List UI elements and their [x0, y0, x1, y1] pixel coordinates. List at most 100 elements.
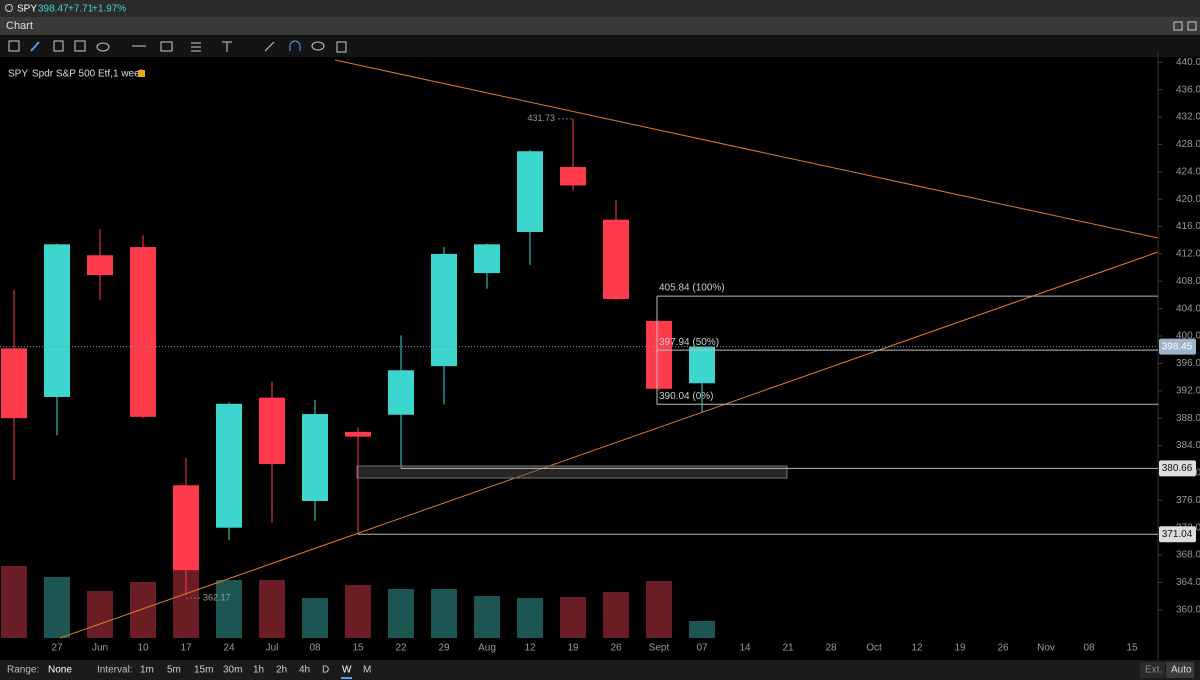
volume-bar: [130, 582, 156, 638]
candle-body: [259, 397, 285, 465]
trendline: [334, 59, 1159, 239]
volume-bar: [259, 580, 285, 638]
ext-btn[interactable]: [1140, 662, 1165, 678]
volume-bar: [474, 596, 500, 638]
range-value[interactable]: None: [48, 665, 72, 676]
auto-btn[interactable]: [1166, 662, 1194, 678]
candle-body: [517, 151, 543, 233]
y-tick-label: 388.00: [1176, 413, 1200, 424]
x-tick-label: 24: [223, 643, 235, 654]
interval[interactable]: W: [342, 665, 352, 676]
y-tick-label: 416.00: [1176, 221, 1200, 232]
volume-bar: [431, 589, 457, 638]
candle-body: [173, 485, 199, 571]
interval[interactable]: D: [322, 665, 329, 676]
tool[interactable]: [53, 40, 64, 52]
x-tick-label: 12: [911, 643, 923, 654]
y-tick-label: 376.00: [1176, 495, 1200, 506]
price-tag-label: 371.04: [1162, 529, 1193, 540]
interval[interactable]: 5m: [167, 665, 181, 676]
volume-bar: [216, 580, 242, 638]
y-tick-label: 420.00: [1176, 194, 1200, 205]
symbol[interactable]: SPY: [17, 4, 37, 15]
interval[interactable]: 30m: [223, 665, 242, 676]
x-tick-label: Jun: [92, 643, 108, 654]
window-btn[interactable]: [1173, 21, 1183, 31]
tool[interactable]: [30, 41, 40, 52]
change: +7.71: [68, 4, 94, 15]
tool[interactable]: [289, 40, 301, 51]
candle-body: [603, 219, 629, 300]
candle-body: [646, 320, 672, 389]
price-tag: [1159, 460, 1196, 477]
zone: [356, 465, 788, 479]
price-tag-label: 380.66: [1162, 463, 1193, 474]
bottom-bar: [0, 660, 1200, 680]
x-tick-label: 10: [137, 643, 149, 654]
interval[interactable]: 15m: [194, 665, 213, 676]
y-tick-label: 436.00: [1176, 84, 1200, 95]
y-tick-label: 404.00: [1176, 303, 1200, 314]
x-tick-label: Nov: [1037, 643, 1055, 654]
tool[interactable]: [222, 41, 232, 52]
window-btn[interactable]: [1187, 21, 1197, 31]
volume-bar: [560, 597, 586, 638]
tool[interactable]: [264, 41, 275, 52]
y-tick-label: 364.00: [1176, 577, 1200, 588]
legend-icon: [138, 70, 145, 77]
fib-label: 397.94 (50%): [659, 337, 719, 348]
quote-bar: [0, 0, 1200, 17]
x-tick-label: Oct: [866, 643, 882, 654]
tool[interactable]: [160, 41, 173, 52]
volume-bar: [388, 589, 414, 638]
volume-bar: [302, 598, 328, 638]
tool[interactable]: [8, 40, 20, 52]
candle-body: [1, 348, 27, 419]
x-tick-label: Jul: [266, 643, 279, 654]
x-tick-label: 08: [1083, 643, 1095, 654]
x-tick-label: Aug: [478, 643, 496, 654]
ext[interactable]: Ext.: [1145, 665, 1162, 676]
tool[interactable]: [191, 42, 201, 52]
tool[interactable]: [74, 40, 86, 52]
candle-body: [560, 166, 586, 186]
auto[interactable]: Auto: [1171, 665, 1192, 676]
x-tick-label: Sept: [649, 643, 670, 654]
candle-body: [474, 244, 500, 274]
volume-bar: [646, 581, 672, 638]
price-tag-label: 398.45: [1162, 341, 1193, 352]
interval[interactable]: M: [363, 665, 371, 676]
x-tick-label: 14: [739, 643, 751, 654]
x-tick-label: 19: [954, 643, 966, 654]
x-tick-label: 27: [51, 643, 63, 654]
interval[interactable]: 1m: [140, 665, 154, 676]
y-tick-label: 440.00: [1176, 57, 1200, 68]
candle-body: [345, 431, 371, 437]
x-tick-label: 19: [567, 643, 579, 654]
tool[interactable]: [336, 41, 347, 53]
toolbar-icons: [8, 40, 347, 53]
price-tag: [1159, 526, 1196, 543]
volume-bar: [87, 591, 113, 638]
interval[interactable]: 4h: [299, 665, 310, 676]
volume-bar: [1, 566, 27, 638]
low-label: 362.17: [203, 592, 231, 602]
legend-symbol: SPY: [8, 69, 28, 80]
fib-label: 405.84 (100%): [659, 283, 725, 294]
candle-body: [44, 244, 70, 397]
interval[interactable]: 1h: [253, 665, 264, 676]
tab[interactable]: Chart: [6, 20, 33, 32]
tab-bar: [0, 17, 1200, 35]
plot: [1, 61, 1162, 638]
x-tick-label: 15: [1126, 643, 1138, 654]
tool[interactable]: [96, 42, 110, 52]
candle-body: [216, 403, 242, 528]
interval[interactable]: 2h: [276, 665, 287, 676]
legend-name: Spdr S&P 500 Etf,1 week: [32, 69, 146, 80]
candle-body: [302, 414, 328, 501]
y-tick-label: 396.00: [1176, 358, 1200, 369]
fib-label: 390.04 (0%): [659, 391, 713, 402]
candle-body: [130, 247, 156, 417]
tool[interactable]: [311, 41, 325, 51]
candle-body: [431, 253, 457, 367]
